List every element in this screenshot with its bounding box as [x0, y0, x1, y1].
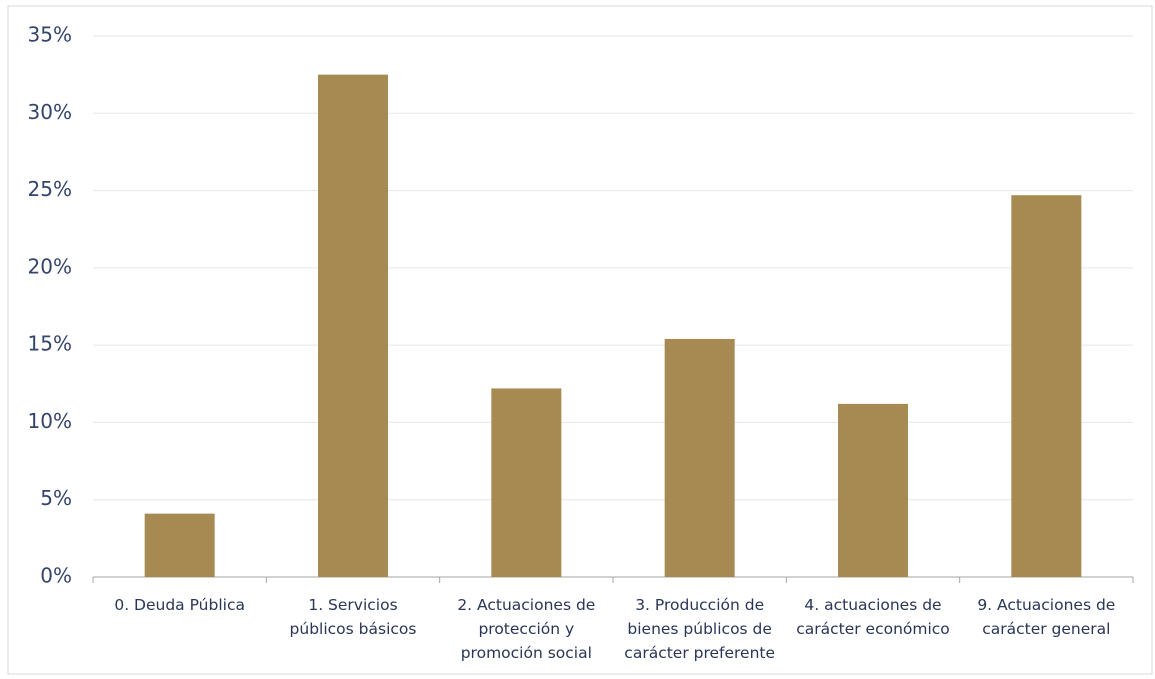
x-tick-label: 4. actuaciones de carácter económico: [796, 596, 950, 638]
bar: [318, 74, 388, 578]
x-tick-label-line: carácter general: [982, 620, 1110, 638]
x-tick-label-line: carácter económico: [796, 620, 950, 638]
x-tick-label-line: bienes públicos de: [627, 620, 772, 638]
bar: [491, 388, 562, 577]
y-tick-label: 30%: [28, 100, 72, 124]
x-tick-label-line: 2. Actuaciones de: [457, 596, 595, 614]
x-tick-label-line: públicos básicos: [290, 620, 417, 638]
y-tick-label: 25%: [28, 177, 72, 201]
x-tick-label: 9. Actuaciones de carácter general: [977, 596, 1115, 638]
bar: [1011, 195, 1082, 578]
x-tick-label: 0. Deuda Pública: [114, 596, 245, 614]
bar: [838, 403, 908, 577]
bar: [664, 338, 735, 577]
x-tick-label-line: carácter preferente: [624, 644, 775, 662]
x-tick-label: 2. Actuaciones de protección y promoción s…: [457, 596, 595, 662]
x-tick-label-line: 1. Servicios: [308, 596, 397, 614]
x-tick-label-line: 0. Deuda Pública: [114, 596, 245, 614]
x-tick-label-line: 3. Producción de: [635, 596, 764, 614]
y-tick-label: 0%: [40, 564, 72, 588]
x-tick-label: 3. Producción de bienes públicos de caráct…: [624, 596, 775, 662]
x-tick-label-line: 4. actuaciones de: [804, 596, 941, 614]
y-tick-label: 35%: [28, 23, 72, 47]
x-tick-label-line: promoción social: [461, 644, 592, 662]
y-tick-label: 15%: [28, 332, 72, 356]
x-tick-label-line: 9. Actuaciones de: [977, 596, 1115, 614]
y-tick-label: 20%: [28, 254, 72, 278]
y-tick-label: 5%: [40, 486, 72, 510]
x-tick-label: 1. Servicios públicos básicos: [290, 596, 417, 638]
y-tick-label: 10%: [28, 409, 72, 433]
x-tick-label-line: protección y: [478, 620, 574, 638]
bar: [144, 513, 215, 577]
